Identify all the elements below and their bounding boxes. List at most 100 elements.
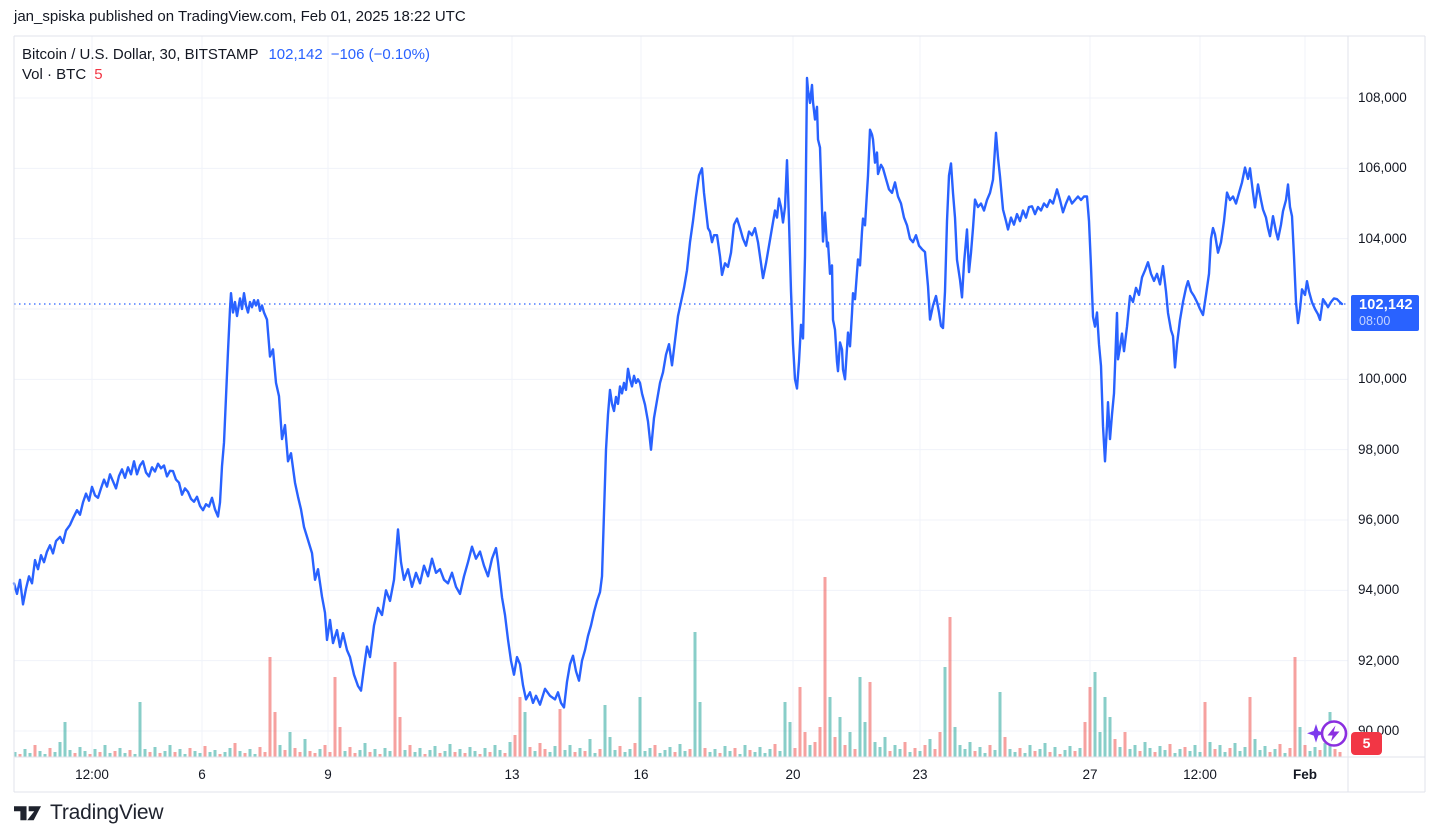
volume-bar — [828, 697, 832, 757]
volume-bar — [1143, 742, 1147, 757]
volume-bar — [258, 747, 262, 757]
volume-bar — [163, 751, 167, 757]
volume-bar — [878, 747, 882, 757]
symbol-title[interactable]: Bitcoin / U.S. Dollar, 30, BITSTAMP — [22, 46, 259, 63]
volume-bar — [678, 744, 682, 757]
volume-bar — [668, 747, 672, 757]
volume-bar — [1223, 752, 1227, 757]
volume-value: 5 — [94, 66, 103, 83]
volume-bar — [203, 746, 207, 757]
volume-bar — [728, 751, 732, 757]
volume-bar — [1063, 750, 1067, 757]
volume-bar — [513, 735, 517, 757]
volume-bar — [1008, 749, 1012, 757]
volume-bar — [523, 712, 527, 757]
tradingview-logo[interactable]: TradingView — [14, 801, 164, 825]
volume-bar — [1323, 743, 1327, 757]
volume-bar — [283, 750, 287, 757]
volume-bar — [1118, 747, 1122, 757]
volume-bar — [1248, 697, 1252, 757]
volume-bar — [1033, 751, 1037, 757]
volume-bar — [408, 745, 412, 757]
volume-bar — [1058, 754, 1062, 757]
volume-bar — [963, 749, 967, 757]
volume-bar — [358, 750, 362, 757]
price-axis-label: 104,000 — [1358, 230, 1407, 246]
volume-bar — [753, 752, 757, 757]
volume-bar — [248, 749, 252, 757]
volume-bar — [363, 743, 367, 757]
volume-bar — [33, 745, 37, 757]
time-axis-label: 23 — [912, 767, 928, 782]
volume-bar — [693, 632, 697, 757]
volume-bar — [1128, 749, 1132, 757]
volume-bar — [1153, 752, 1157, 757]
volume-bar — [1208, 742, 1212, 757]
chart-legend: Bitcoin / U.S. Dollar, 30, BITSTAMP 102,1… — [22, 45, 430, 85]
volume-bar — [803, 732, 807, 757]
volume-bar — [738, 754, 742, 757]
volume-bar — [723, 746, 727, 757]
volume-bar — [323, 745, 327, 757]
volume-bar — [823, 577, 827, 757]
volume-bar — [1188, 751, 1192, 757]
volume-bar — [553, 746, 557, 757]
volume-bar — [1243, 747, 1247, 757]
volume-bar — [58, 742, 62, 757]
volume-bar — [798, 687, 802, 757]
volume-bar — [1113, 739, 1117, 757]
volume-bar — [1028, 745, 1032, 757]
volume-bar — [1163, 750, 1167, 757]
volume-bar — [393, 662, 397, 757]
tradingview-wordmark: TradingView — [50, 801, 164, 824]
volume-bar — [1258, 750, 1262, 757]
volume-bar — [603, 705, 607, 757]
volume-bar — [1103, 697, 1107, 757]
volume-bar — [303, 739, 307, 757]
volume-bar — [1088, 687, 1092, 757]
volume-bar — [848, 732, 852, 757]
volume-bar — [108, 753, 112, 757]
volume-bar — [1043, 743, 1047, 757]
time-axis-label: 9 — [324, 767, 332, 782]
volume-bar — [898, 749, 902, 757]
volume-bar — [943, 667, 947, 757]
volume-bar — [1268, 752, 1272, 757]
volume-bar — [623, 752, 627, 757]
volume-bar — [1013, 752, 1017, 757]
volume-bar — [1298, 727, 1302, 757]
volume-bar — [1238, 751, 1242, 757]
volume-bar — [28, 753, 32, 757]
volume-bar — [223, 752, 227, 757]
spark-lightning-icon[interactable] — [1304, 715, 1350, 755]
volume-bar — [428, 750, 432, 757]
volume-bar — [948, 617, 952, 757]
volume-bar — [93, 749, 97, 757]
volume-bar — [1273, 749, 1277, 757]
volume-bar — [1218, 745, 1222, 757]
volume-bar — [763, 753, 767, 757]
volume-bar — [543, 749, 547, 757]
volume-bar — [628, 749, 632, 757]
volume-bar — [743, 745, 747, 757]
volume-bar — [133, 754, 137, 757]
volume-bar — [378, 754, 382, 757]
volume-bar — [1338, 752, 1342, 757]
volume-bar — [188, 748, 192, 757]
volume-bar — [118, 748, 122, 757]
volume-bar — [1278, 744, 1282, 757]
volume-bar — [368, 752, 372, 757]
volume-bar — [103, 745, 107, 757]
volume-label[interactable]: Vol · BTC — [22, 66, 87, 83]
volume-bar — [618, 746, 622, 757]
volume-bar — [1023, 753, 1027, 757]
notification-count-badge[interactable]: 5 — [1351, 732, 1382, 755]
volume-bar — [983, 753, 987, 757]
volume-bar — [413, 752, 417, 757]
volume-bar — [1183, 747, 1187, 757]
volume-bar — [793, 748, 797, 757]
volume-bar — [228, 748, 232, 757]
volume-bar — [733, 748, 737, 757]
volume-bar — [308, 751, 312, 757]
